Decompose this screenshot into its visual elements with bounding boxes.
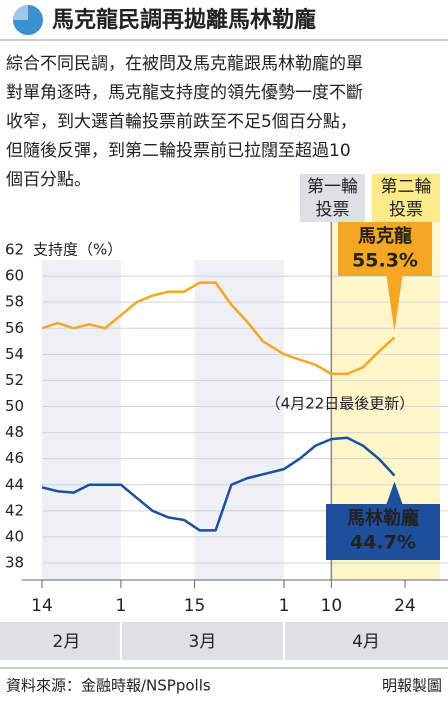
- round-label-box: [372, 174, 440, 222]
- month-label: 4月: [352, 632, 380, 652]
- y-tick-label: 58: [5, 293, 24, 311]
- round-label: 第二輪: [381, 177, 432, 197]
- month-label: 3月: [189, 632, 217, 652]
- month-bar: [0, 622, 448, 660]
- x-tick-label: 10: [321, 596, 343, 616]
- series-line: [41, 436, 396, 532]
- y-tick-label: 48: [5, 423, 24, 441]
- paragraph-line: 個百分點。: [6, 170, 91, 190]
- callout-box: [326, 504, 440, 560]
- data-label: 44.7%: [350, 532, 416, 554]
- month-label: 2月: [53, 632, 81, 652]
- y-tick-label: 44: [5, 475, 24, 493]
- note: （4月22日最後更新）: [266, 395, 415, 413]
- y-tick-label: 42: [5, 501, 24, 519]
- y-tick-label: 60: [5, 267, 24, 285]
- legend-label: 馬林勒龐: [347, 507, 419, 529]
- x-tick-label: 24: [394, 596, 416, 616]
- x-tick-label: 1: [115, 596, 126, 616]
- y-tick-label: 56: [5, 319, 24, 337]
- callout-box: [338, 222, 432, 276]
- data-label: 55.3%: [352, 250, 418, 272]
- band: [42, 260, 121, 580]
- y-tick-label: 50: [5, 397, 24, 415]
- paragraph-line: 但隨後反彈，到第二輪投票前已拉闊至超過10: [6, 141, 351, 161]
- callout-pointer: [386, 276, 403, 332]
- legend-label: 馬克龍: [358, 225, 412, 247]
- round-label: 投票: [389, 200, 423, 220]
- x-tick-label: 15: [184, 596, 206, 616]
- paragraph-line: 對單角逐時，馬克龍支持度的領先優勢一度不斷: [6, 83, 363, 103]
- round-label: 投票: [316, 200, 350, 220]
- y-tick-label: 54: [5, 345, 24, 363]
- x-tick-label: 14: [31, 596, 53, 616]
- title-icon-highlight: [13, 5, 28, 20]
- paragraph: 綜合不同民調，在被問及馬克龍跟馬林勒龐的單對單角逐時，馬克龍支持度的領先優勢一度…: [6, 54, 363, 190]
- series-line: [41, 281, 396, 376]
- callout-pointer: [386, 481, 403, 504]
- y-tick-label: 52: [5, 371, 24, 389]
- y-tick-label: 46: [5, 449, 24, 467]
- credit: 明報製圖: [382, 677, 442, 695]
- y-tick-label: 38: [5, 554, 24, 572]
- band: [194, 260, 284, 580]
- y-tick-label: 40: [5, 527, 24, 545]
- y-tick-label: 62: [5, 241, 24, 259]
- round-label: 第一輪: [307, 177, 358, 197]
- source: 資料來源：金融時報/NSPpolls: [6, 677, 211, 695]
- x-tick-label: 1: [279, 596, 290, 616]
- title: 馬克龍民調再拋離馬林勒龐: [52, 7, 316, 33]
- y-axis-label: 支持度（%）: [33, 241, 122, 259]
- paragraph-line: 綜合不同民調，在被問及馬克龍跟馬林勒龐的單: [6, 54, 363, 74]
- paragraph-line: 收窄，到大選首輪投票前跌至不足5個百分點，: [6, 112, 357, 132]
- round-label-box: [300, 174, 365, 222]
